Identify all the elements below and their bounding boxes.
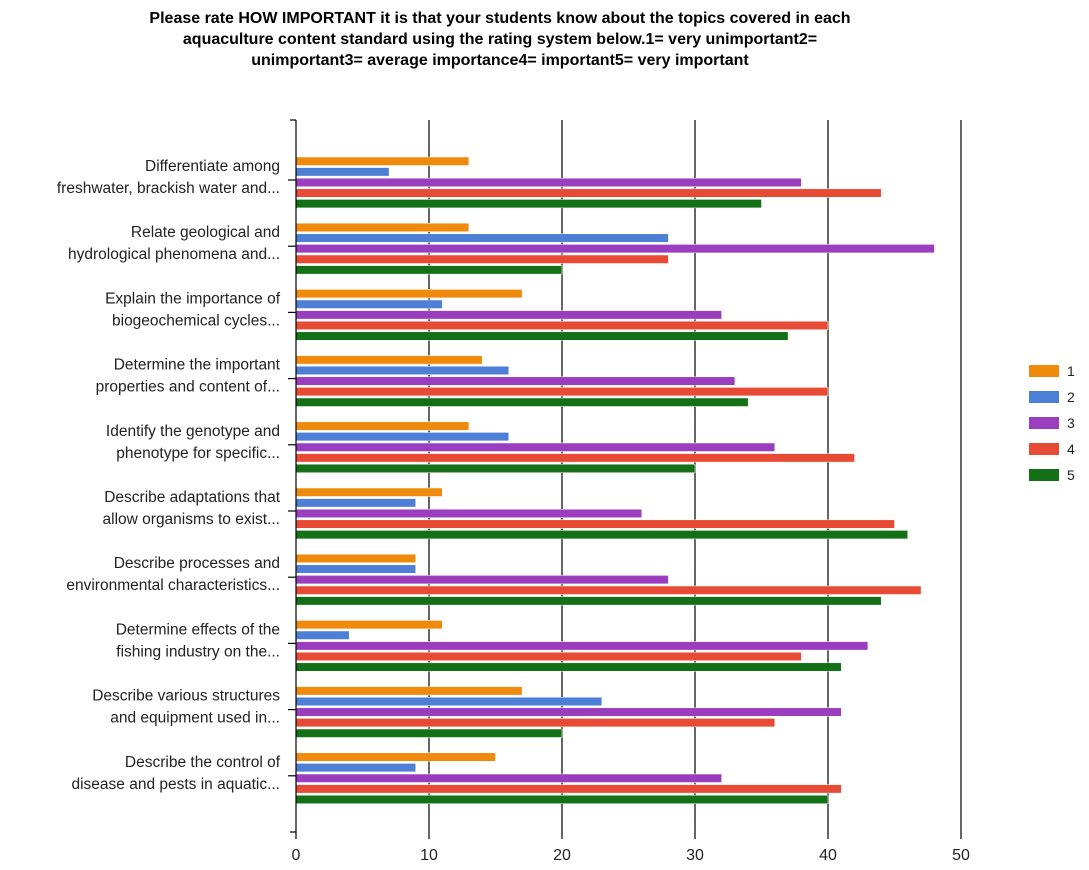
category-label: hydrological phenomena and... bbox=[68, 246, 280, 263]
legend-swatch-4 bbox=[1029, 443, 1059, 455]
legend: 1 2 3 4 5 bbox=[1029, 363, 1075, 483]
x-tick-label: 40 bbox=[819, 847, 837, 864]
category-labels: Differentiate among freshwater, brackish … bbox=[57, 158, 281, 793]
bar-1-5 bbox=[295, 421, 470, 431]
bar-2-5 bbox=[295, 432, 510, 442]
legend-label-5: 5 bbox=[1067, 467, 1075, 483]
category-label: fishing industry on the... bbox=[116, 643, 280, 660]
bar-1-2 bbox=[295, 222, 470, 232]
legend-label-1: 1 bbox=[1067, 363, 1075, 379]
bar-3-2 bbox=[295, 244, 935, 254]
bar-4-3 bbox=[295, 320, 829, 330]
bar-5-3 bbox=[295, 331, 789, 341]
bar-4-10 bbox=[295, 784, 842, 794]
category-label: disease and pests in aquatic... bbox=[71, 776, 280, 793]
bar-2-9 bbox=[295, 696, 603, 706]
bar-1-6 bbox=[295, 487, 443, 497]
bar-5-10 bbox=[295, 794, 829, 804]
category-label: Describe processes and bbox=[114, 555, 280, 572]
x-tick-label: 50 bbox=[952, 847, 970, 864]
bar-3-3 bbox=[295, 310, 722, 320]
bar-3-9 bbox=[295, 707, 842, 717]
category-label: Determine effects of the bbox=[116, 621, 280, 638]
bar-5-9 bbox=[295, 728, 563, 738]
bar-1-7 bbox=[295, 553, 416, 563]
bar-1-1 bbox=[295, 156, 470, 166]
category-label: Explain the importance of bbox=[105, 290, 281, 307]
legend-swatch-3 bbox=[1029, 417, 1059, 429]
axes bbox=[288, 119, 962, 839]
bar-3-8 bbox=[295, 641, 869, 651]
bar-2-6 bbox=[295, 498, 416, 508]
tick-labels: 0 10 20 30 40 50 bbox=[292, 847, 970, 864]
bar-3-6 bbox=[295, 508, 643, 518]
bar-1-8 bbox=[295, 620, 443, 630]
category-label: Identify the genotype and bbox=[106, 423, 280, 440]
bar-5-5 bbox=[295, 463, 696, 473]
bar-5-4 bbox=[295, 397, 749, 407]
category-label: Describe the control of bbox=[125, 754, 281, 771]
category-label: Determine the important bbox=[114, 357, 281, 374]
bar-3-5 bbox=[295, 442, 776, 452]
bar-3-7 bbox=[295, 575, 669, 585]
bar-4-4 bbox=[295, 387, 829, 397]
bar-2-10 bbox=[295, 763, 416, 773]
bar-1-10 bbox=[295, 752, 496, 762]
legend-swatch-2 bbox=[1029, 391, 1059, 403]
category-label: freshwater, brackish water and... bbox=[57, 180, 280, 197]
bar-3-1 bbox=[295, 177, 802, 187]
category-label: Describe various structures bbox=[92, 688, 280, 705]
legend-swatch-1 bbox=[1029, 365, 1059, 377]
category-label: Differentiate among bbox=[145, 158, 280, 175]
bar-4-2 bbox=[295, 254, 669, 264]
bar-1-3 bbox=[295, 289, 523, 299]
category-label: biogeochemical cycles... bbox=[112, 312, 280, 329]
bar-5-7 bbox=[295, 596, 882, 606]
bar-4-6 bbox=[295, 519, 895, 529]
bar-2-2 bbox=[295, 233, 669, 243]
x-tick-label: 30 bbox=[686, 847, 704, 864]
bars bbox=[295, 156, 935, 804]
chart-title: Please rate HOW IMPORTANT it is that you… bbox=[149, 10, 851, 69]
legend-swatch-5 bbox=[1029, 469, 1059, 481]
category-label: phenotype for specific... bbox=[116, 445, 280, 462]
bar-1-4 bbox=[295, 355, 483, 365]
x-tick-label: 0 bbox=[292, 847, 301, 864]
category-label: allow organisms to exist... bbox=[103, 511, 280, 528]
bar-3-4 bbox=[295, 376, 736, 386]
bar-5-1 bbox=[295, 199, 762, 209]
bar-3-10 bbox=[295, 773, 722, 783]
bar-4-1 bbox=[295, 188, 882, 198]
x-tick-label: 20 bbox=[553, 847, 571, 864]
category-label: environmental characteristics... bbox=[66, 577, 280, 594]
bar-4-7 bbox=[295, 585, 922, 595]
legend-label-3: 3 bbox=[1067, 415, 1075, 431]
category-label: Relate geological and bbox=[131, 224, 280, 241]
bar-2-8 bbox=[295, 630, 350, 640]
bar-2-7 bbox=[295, 564, 416, 574]
bar-4-5 bbox=[295, 453, 855, 463]
bar-4-9 bbox=[295, 718, 776, 728]
legend-label-4: 4 bbox=[1067, 441, 1075, 457]
category-label: properties and content of... bbox=[96, 379, 280, 396]
category-label: Describe adaptations that bbox=[104, 489, 280, 506]
bar-5-8 bbox=[295, 662, 842, 672]
bar-5-2 bbox=[295, 265, 563, 275]
bar-2-4 bbox=[295, 365, 510, 375]
bar-2-1 bbox=[295, 167, 390, 177]
bar-5-6 bbox=[295, 530, 909, 540]
bar-4-8 bbox=[295, 651, 802, 661]
category-label: and equipment used in... bbox=[110, 710, 280, 727]
bar-2-3 bbox=[295, 299, 443, 309]
x-tick-label: 10 bbox=[420, 847, 438, 864]
bar-1-9 bbox=[295, 686, 523, 696]
legend-label-2: 2 bbox=[1067, 389, 1075, 405]
